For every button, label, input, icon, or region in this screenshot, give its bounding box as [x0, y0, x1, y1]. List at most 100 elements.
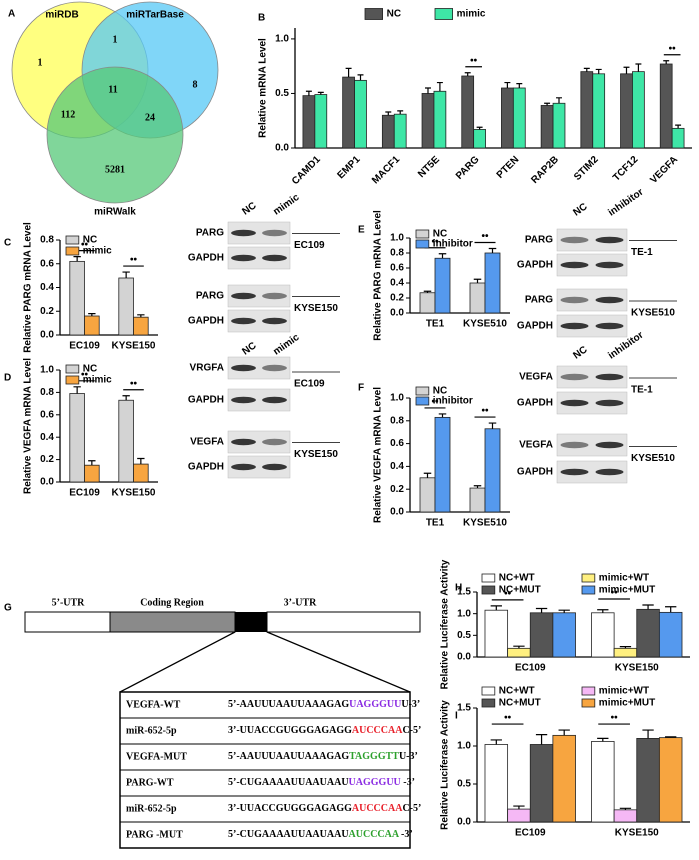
panel-label: G: [4, 603, 12, 614]
blot-band: [560, 441, 589, 449]
significance-label: ••: [504, 589, 512, 600]
legend-swatch: [65, 235, 80, 245]
blot-strip: [556, 433, 628, 457]
y-tick-label: 0.5: [457, 630, 471, 641]
bar: [512, 87, 526, 149]
bar: [580, 71, 594, 149]
sequence-name: VEGFA-MUT: [126, 751, 187, 762]
error-bar: [558, 609, 570, 613]
y-tick-label: 0.0: [40, 330, 54, 341]
error-bar: [488, 422, 497, 429]
error-bar: [73, 256, 81, 262]
blot-strip: [227, 430, 291, 454]
y-tick-label: 0.5: [457, 779, 471, 790]
legend-swatch: [481, 585, 496, 595]
sequence-part: -3’: [401, 777, 415, 788]
sequence-name: miR-652-5p: [126, 803, 177, 814]
significance-label: ••: [81, 239, 89, 250]
lane-label: NC: [571, 201, 589, 218]
blot-band: [231, 364, 256, 372]
error-bar: [473, 485, 482, 489]
blot-strip: [227, 356, 291, 380]
y-tick-label: 0.5: [275, 88, 289, 99]
panel-label: E: [358, 225, 365, 236]
bar: [314, 94, 328, 149]
bar: [632, 71, 645, 149]
legend-label: NC: [433, 386, 447, 397]
bar: [461, 75, 475, 149]
error-bar: [544, 102, 551, 106]
region-label: 3’-UTR: [284, 597, 318, 608]
blot-band: [262, 317, 287, 325]
y-tick-label: 0.8: [390, 248, 404, 259]
panel-label: F: [358, 383, 364, 394]
blot-strip: [556, 391, 628, 415]
y-tick-label: 0.4: [390, 278, 404, 289]
x-tick-label: TE1: [426, 319, 445, 330]
sequence-name: PARG-WT: [126, 777, 174, 788]
bar: [552, 734, 576, 823]
bar: [484, 252, 501, 314]
bar: [552, 612, 576, 658]
legend-swatch: [481, 686, 496, 696]
bar: [469, 487, 486, 513]
legend-swatch: [415, 386, 430, 396]
error-bar: [122, 395, 130, 401]
y-tick-label: 0.2: [40, 306, 54, 317]
bar: [84, 315, 100, 336]
y-tick-label: 0.4: [40, 432, 54, 443]
sequence: 5’-CUGAAAAUUAAUAAUAUCCCAA -3’: [228, 829, 413, 840]
protein-label: GAPDH: [517, 398, 553, 409]
sequence-part: UAGGGUU: [349, 777, 401, 788]
y-tick-label: 1.0: [457, 608, 471, 619]
legend-label: NC: [83, 235, 97, 246]
blot-strip: [227, 221, 291, 245]
target-site: [235, 612, 267, 632]
lane-label: NC: [240, 340, 258, 357]
error-bar: [642, 729, 654, 739]
panel-label: H: [455, 583, 462, 594]
y-tick-label: 1.5: [457, 703, 471, 714]
blot-band: [262, 254, 287, 262]
blot-band: [560, 468, 589, 476]
lane-label: mimic: [271, 192, 301, 218]
y-tick-label: 1.0: [275, 34, 289, 45]
x-tick-label: RAP2B: [529, 154, 561, 186]
region-label: 5’-UTR: [52, 597, 86, 608]
error-bar: [556, 97, 562, 104]
significance-label: ••: [611, 588, 619, 599]
legend-swatch: [364, 8, 384, 20]
y-axis-label: Relative PARG mRNA Level: [373, 210, 384, 341]
x-tick-label: KYSE510: [463, 319, 507, 330]
sequence: 5’-AAUUUAAUUAAAGAGTAGGGTTU-3’: [228, 751, 418, 762]
y-tick-label: 0.8: [390, 415, 404, 426]
bar: [419, 292, 436, 314]
legend-label: mimic+WT: [599, 573, 649, 584]
bar: [69, 260, 85, 336]
panel-label: B: [258, 13, 265, 24]
x-tick-label: KYSE510: [463, 518, 507, 529]
venn-count: 24: [145, 112, 155, 123]
y-tick-label: 0.0: [457, 652, 471, 663]
x-tick-label: STIM2: [572, 154, 601, 183]
bar: [381, 114, 395, 149]
blot-band: [231, 254, 256, 262]
y-tick-label: 0.2: [390, 293, 404, 304]
legend-label: inhibitor: [433, 239, 473, 250]
blot-band: [231, 317, 256, 325]
x-tick-label: CAMD1: [290, 154, 323, 187]
blot-band: [262, 463, 287, 471]
blot-band: [595, 399, 624, 407]
error-bar: [516, 83, 523, 88]
legend-swatch: [434, 8, 454, 20]
blot-band: [595, 468, 624, 476]
significance-label: ••: [504, 713, 512, 724]
error-bar: [488, 247, 497, 253]
sequence-name: VEGFA-WT: [126, 699, 181, 710]
blot-band: [262, 438, 287, 446]
lane-label: mimic: [271, 332, 301, 358]
bar: [636, 738, 660, 823]
bar: [393, 113, 407, 149]
lane-label: NC: [240, 200, 258, 217]
protein-label: PARG: [196, 228, 224, 239]
